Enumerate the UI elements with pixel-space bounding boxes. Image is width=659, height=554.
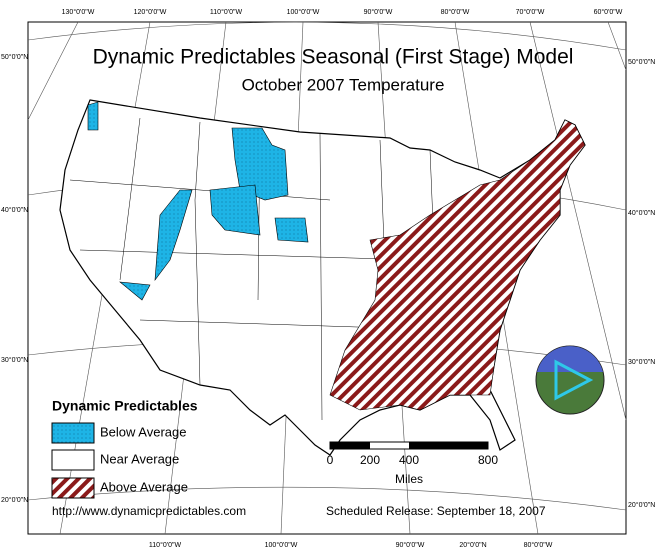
- legend-swatches: [51, 422, 95, 499]
- graticule-label: 100°0'0"W: [287, 8, 320, 16]
- title: Dynamic Predictables Seasonal (First Sta…: [93, 46, 574, 69]
- graticule-label: 30°0'0"N: [1, 356, 28, 364]
- legend-title: Dynamic Predictables: [52, 398, 198, 414]
- scale-label: 400: [399, 453, 419, 467]
- graticule-label: 80°0'0"W: [441, 8, 470, 16]
- release: Scheduled Release: September 18, 2007: [326, 504, 546, 518]
- legend-item: Below Average: [100, 424, 187, 439]
- legend-item: Above Average: [100, 479, 188, 494]
- graticule-label: 100°0'0"W: [265, 541, 298, 549]
- graticule-label: 60°0'0"W: [594, 8, 623, 16]
- graticule-label: 40°0'0"N: [628, 209, 655, 217]
- scale-label: 0: [327, 453, 334, 467]
- graticule-label: 90°0'0"W: [364, 8, 393, 16]
- logo: [535, 345, 605, 415]
- graticule-label: 80°0'0"W: [524, 541, 553, 549]
- graticule-label: 20°0'0"N: [1, 496, 28, 504]
- scale-label: 800: [478, 453, 498, 467]
- graticule-label: 50°0'0"N: [1, 53, 28, 61]
- graticule-label: 20°0'0"N: [459, 541, 486, 549]
- graticule-label: 110°0'0"W: [210, 8, 243, 16]
- subtitle: October 2007 Temperature: [242, 75, 445, 94]
- scale-bar: [329, 441, 489, 450]
- graticule-label: 30°0'0"N: [628, 358, 655, 366]
- url: http://www.dynamicpredictables.com: [52, 504, 246, 518]
- graticule-label: 40°0'0"N: [1, 206, 28, 214]
- graticule-label: 120°0'0"W: [134, 8, 167, 16]
- graticule-label: 90°0'0"W: [396, 541, 425, 549]
- below-average-regions: [87, 101, 309, 301]
- graticule-label: 50°0'0"N: [628, 58, 655, 66]
- graticule-label: 70°0'0"W: [516, 8, 545, 16]
- graticule-label: 20°0'0"N: [628, 501, 655, 509]
- graticule-label: 110°0'0"W: [149, 541, 182, 549]
- legend-item: Near Average: [100, 451, 179, 466]
- scale-unit: Miles: [395, 472, 423, 486]
- scale-label: 200: [360, 453, 380, 467]
- graticule-label: 130°0'0"W: [62, 8, 95, 16]
- above-average-region: [329, 119, 586, 411]
